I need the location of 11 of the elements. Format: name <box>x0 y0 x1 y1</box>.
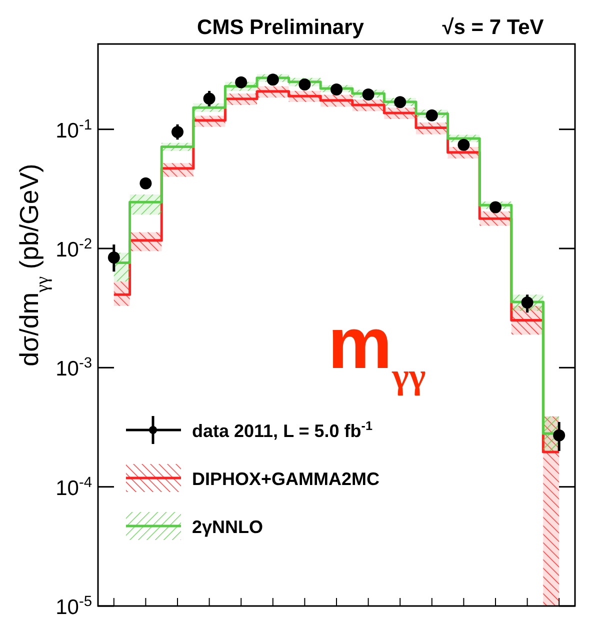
y-tick-label: 10$^{-1}$ <box>56 117 92 142</box>
y-tick-label: 10$^{-2}$ <box>56 236 92 262</box>
annotation: m$_{γγ}$ <box>328 304 426 396</box>
legend-label: data 2011, L = 5.0 fb$^{-1}$ <box>192 419 372 441</box>
chart-title: CMS Preliminary <box>197 16 364 39</box>
y-tick-label: 10$^{-4}$ <box>56 474 92 500</box>
y-tick-label: 10$^{-3}$ <box>56 356 92 381</box>
legend-label: DIPHOX+GAMMA2MC <box>192 469 380 489</box>
text: √s = 7 TeV <box>442 16 544 39</box>
y-tick-label: 10$^{-5}$ <box>56 594 92 619</box>
legend-label: 2γNNLO <box>192 517 264 537</box>
